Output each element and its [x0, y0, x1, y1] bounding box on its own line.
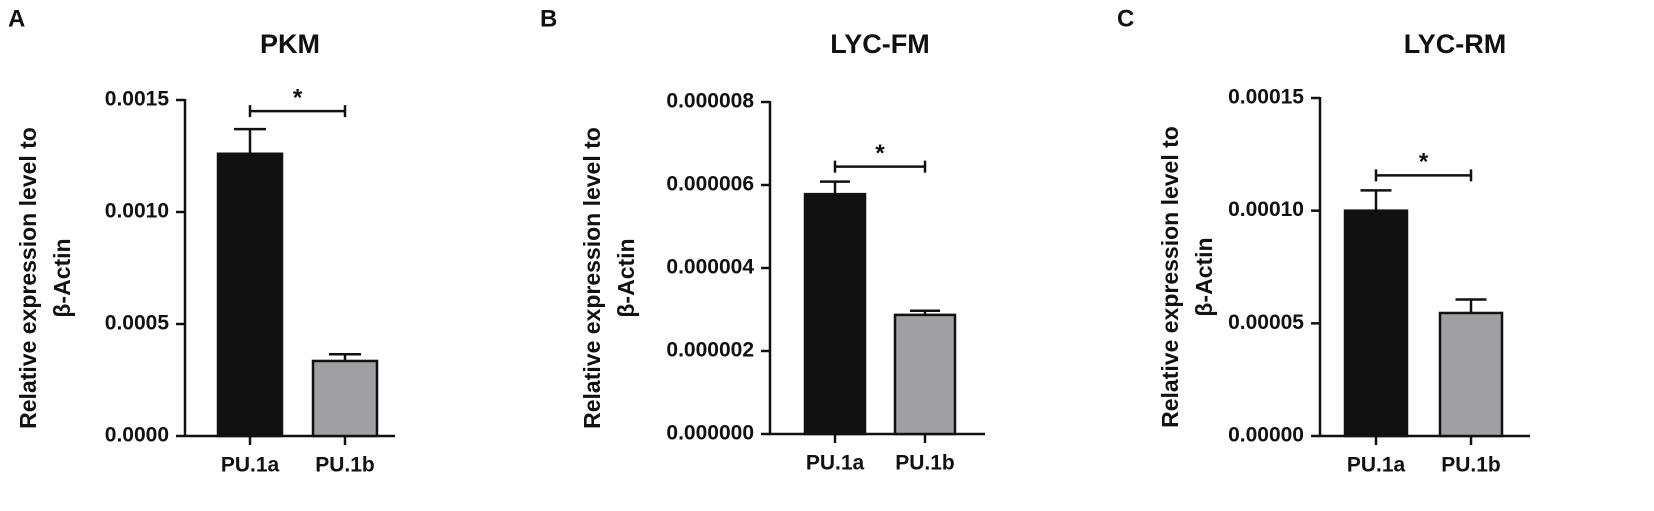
bar: [1438, 311, 1504, 438]
y-axis-label: β-Actin: [613, 238, 639, 317]
y-axis-label: Relative expression level to: [579, 127, 605, 429]
bar: [893, 313, 957, 436]
bar: [803, 192, 867, 436]
panel: C LYC-RM Relative expression level to β-Act…: [1117, 5, 1530, 477]
y-tick-label: 0.000008: [666, 90, 754, 113]
y-tick-label: 0.000000: [666, 422, 754, 445]
significance-label: *: [875, 140, 885, 167]
bar: [311, 359, 379, 438]
bar: [216, 152, 284, 438]
x-tick-label: PU.1b: [895, 452, 955, 475]
panel: A PKM Relative expression level to β-Actin 0…: [8, 5, 395, 477]
chart-title: LYC-FM: [830, 29, 930, 59]
y-tick-label: 0.00010: [1228, 198, 1304, 221]
y-tick-label: 0.00015: [1228, 86, 1304, 109]
panel-label: C: [1117, 5, 1134, 32]
chart-title: LYC-RM: [1404, 29, 1507, 59]
y-tick-label: 0.0000: [105, 424, 169, 447]
panel-label: A: [8, 5, 25, 32]
y-tick-label: 0.0015: [105, 88, 170, 111]
y-tick-label: 0.0005: [105, 312, 170, 335]
x-tick-label: PU.1a: [806, 452, 865, 475]
significance-bracket: [1374, 169, 1473, 182]
significance-label: *: [293, 84, 303, 111]
y-tick-label: 0.000002: [666, 339, 754, 362]
x-tick-label: PU.1b: [315, 454, 375, 477]
panel-label: B: [540, 5, 557, 32]
y-tick-label: 0.000006: [666, 173, 754, 196]
y-tick-label: 0.0010: [105, 200, 169, 223]
panel: B LYC-FM Relative expression level to β-Act…: [540, 5, 985, 475]
y-axis-label: Relative expression level to: [15, 127, 41, 429]
significance-label: *: [1419, 149, 1429, 176]
significance-bracket: [833, 160, 927, 173]
x-tick-label: PU.1b: [1441, 454, 1501, 477]
x-tick-label: PU.1a: [1347, 454, 1406, 477]
y-tick-label: 0.00000: [1228, 424, 1304, 447]
significance-bracket: [248, 105, 347, 118]
x-tick-label: PU.1a: [221, 454, 280, 477]
y-axis-label: β-Actin: [1191, 237, 1217, 316]
chart-title: PKM: [260, 29, 320, 59]
y-axis-label: β-Actin: [49, 238, 75, 317]
y-axis-label: Relative expression level to: [1157, 126, 1183, 428]
y-tick-label: 0.000004: [666, 256, 754, 279]
y-tick-label: 0.00005: [1228, 311, 1304, 334]
bar: [1343, 209, 1409, 438]
